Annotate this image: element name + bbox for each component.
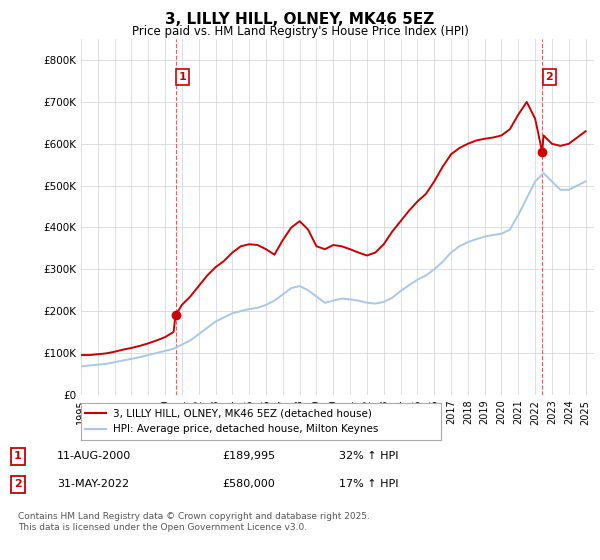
Text: HPI: Average price, detached house, Milton Keynes: HPI: Average price, detached house, Milt…: [113, 424, 379, 435]
Text: 1: 1: [179, 72, 187, 82]
Text: 17% ↑ HPI: 17% ↑ HPI: [339, 479, 398, 489]
Text: 3, LILLY HILL, OLNEY, MK46 5EZ: 3, LILLY HILL, OLNEY, MK46 5EZ: [166, 12, 434, 27]
Text: Price paid vs. HM Land Registry's House Price Index (HPI): Price paid vs. HM Land Registry's House …: [131, 25, 469, 38]
Text: 3, LILLY HILL, OLNEY, MK46 5EZ (detached house): 3, LILLY HILL, OLNEY, MK46 5EZ (detached…: [113, 408, 372, 418]
Text: 2: 2: [14, 479, 22, 489]
Text: 32% ↑ HPI: 32% ↑ HPI: [339, 451, 398, 461]
Text: 11-AUG-2000: 11-AUG-2000: [57, 451, 131, 461]
Text: 31-MAY-2022: 31-MAY-2022: [57, 479, 129, 489]
Text: £189,995: £189,995: [222, 451, 275, 461]
Text: £580,000: £580,000: [222, 479, 275, 489]
Text: 1: 1: [14, 451, 22, 461]
Text: 2: 2: [545, 72, 553, 82]
Text: Contains HM Land Registry data © Crown copyright and database right 2025.
This d: Contains HM Land Registry data © Crown c…: [18, 512, 370, 532]
